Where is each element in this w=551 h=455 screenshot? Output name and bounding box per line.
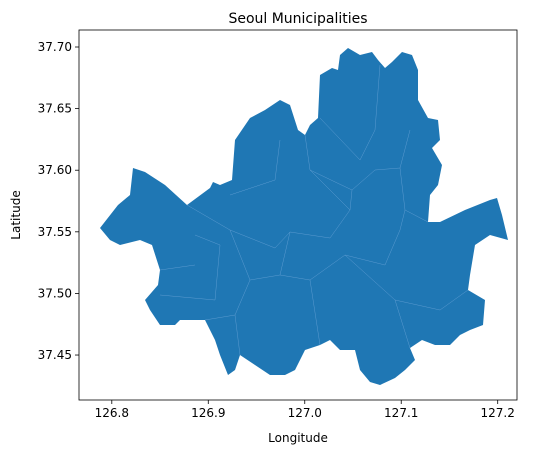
y-tick-label: 37.55 bbox=[38, 225, 72, 239]
plot-frame bbox=[78, 29, 518, 401]
y-tick-label: 37.65 bbox=[38, 102, 72, 116]
y-axis-label: Latitude bbox=[9, 190, 23, 239]
region-shape bbox=[100, 48, 508, 385]
y-tick-label: 37.70 bbox=[38, 40, 72, 54]
map-regions bbox=[100, 48, 508, 385]
y-tick-label: 37.45 bbox=[38, 348, 72, 362]
chart-title: Seoul Municipalities bbox=[228, 11, 367, 27]
x-axis-label: Longitude bbox=[268, 431, 328, 445]
x-tick-label: 127.2 bbox=[481, 406, 515, 420]
x-tick-label: 127.0 bbox=[288, 406, 322, 420]
y-tick-label: 37.60 bbox=[38, 163, 72, 177]
x-tick-label: 126.9 bbox=[191, 406, 225, 420]
x-tick-label: 127.1 bbox=[384, 406, 418, 420]
y-tick-label: 37.50 bbox=[38, 286, 72, 300]
district-borders bbox=[159, 64, 469, 356]
x-tick-label: 126.8 bbox=[95, 406, 129, 420]
